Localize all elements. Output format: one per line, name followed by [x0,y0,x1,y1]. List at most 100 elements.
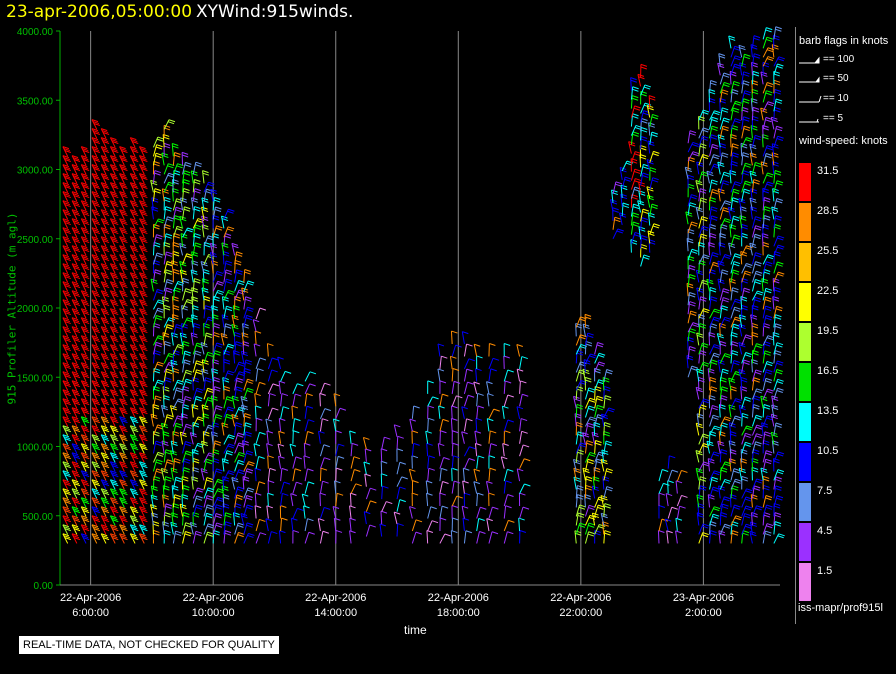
wind-barb-feather [121,303,128,307]
wind-barb [223,521,226,535]
wind-barb-feather [62,416,70,420]
wind-barb-feather [93,492,101,496]
wind-barb [740,143,743,157]
wind-barb-feather [739,470,746,474]
wind-barb-feather [259,307,267,311]
wind-barb-feather [81,506,88,510]
wind-barb-feather [601,497,608,501]
wind-barb [304,481,309,494]
wind-barb-feather [202,172,209,176]
wind-barb-feather [140,364,147,368]
wind-barb-feather [723,498,730,502]
wind-barb-feather [745,334,753,338]
wind-barb [335,493,338,507]
wind-barb [630,186,636,199]
wind-barb [162,134,165,148]
wind-barb [182,458,185,472]
wind-barb-feather [710,361,718,365]
wind-barb-feather [132,510,139,514]
wind-barb [119,308,125,319]
wind-barb [593,467,596,481]
wind-barb-feather [166,263,173,267]
wind-barb-feather [165,476,172,480]
wind-barb-feather [722,182,729,186]
wind-barb [200,468,205,481]
wind-barb-feather [62,506,70,510]
wind-barb-feather [689,274,696,277]
wind-barb-feather [140,247,147,251]
wind-barb [687,130,691,144]
wind-barb-feather [741,232,748,236]
wind-barb [319,531,324,544]
wind-barb-feather [724,218,732,222]
wind-barb [223,512,226,526]
wind-barb-feather [228,289,235,293]
wind-barb [730,143,734,157]
wind-barb-feather [72,220,80,224]
wind-barb-feather [168,181,175,185]
wind-barb-feather [744,354,752,358]
wind-barb-feather [702,532,709,536]
wind-barb-feather [710,386,718,390]
wind-barb-feather [306,405,314,409]
wind-barb [741,359,745,373]
wind-barb [502,443,505,457]
wind-barb [709,80,712,94]
wind-barb [129,479,136,490]
wind-barb-feather [427,405,435,409]
wind-barb-feather [711,254,719,258]
wind-barb-feather [185,255,193,259]
wind-barb-feather [222,244,229,248]
wind-barb-feather [131,526,138,530]
wind-barb-feather [93,348,101,352]
wind-barb-feather [587,422,595,426]
wind-barb [730,89,733,103]
wind-barb-feather [64,258,71,262]
wind-barb-feather [110,515,117,519]
wind-barb-feather [241,407,249,411]
wind-barb [62,425,69,436]
wind-barb-feather [93,330,101,334]
wind-barb [463,369,468,382]
wind-barb-feather [131,373,138,377]
y-tick-label: 2500.00 [17,235,54,246]
y-tick-label: 1000.00 [17,443,54,454]
wind-barb [243,422,246,436]
wind-barb-feather [755,272,762,276]
wind-barb-feather [92,337,100,341]
wind-barb-feather [743,73,750,77]
wind-barb-feather [102,447,110,451]
wind-barb-feather [83,222,90,226]
wind-barb-feather [72,436,80,440]
wind-barb-feather [735,298,742,302]
wind-barb [243,296,247,310]
wind-barb-feather [751,466,759,470]
wind-barb-feather [643,86,651,90]
wind-barb [241,405,245,418]
wind-barb [100,515,107,526]
wind-barb-feather [211,431,218,435]
wind-barb-feather [202,199,209,203]
wind-barb-feather [110,407,117,411]
wind-barb-feather [228,208,235,212]
wind-barb [80,434,87,445]
wind-barb-feather [93,510,101,514]
wind-barb [319,408,326,419]
wind-barb [709,134,712,148]
wind-barb-feather [585,376,592,380]
wind-barb-feather [131,139,138,143]
wind-barb-feather [225,262,232,266]
wind-barb-feather [101,157,109,161]
wind-barb-feather [154,350,161,354]
wind-barb-feather [174,458,181,462]
wind-barb-feather [93,222,101,226]
wind-barb-feather [712,515,719,519]
wind-barb [427,396,434,407]
wind-barb-feather [185,288,192,292]
wind-barb-feather [451,505,459,509]
wind-barb [100,164,107,175]
wind-barb-feather [130,164,137,168]
wind-barb-feather [278,455,285,459]
wind-barb-feather [92,346,100,350]
wind-barb-feather [93,303,101,307]
